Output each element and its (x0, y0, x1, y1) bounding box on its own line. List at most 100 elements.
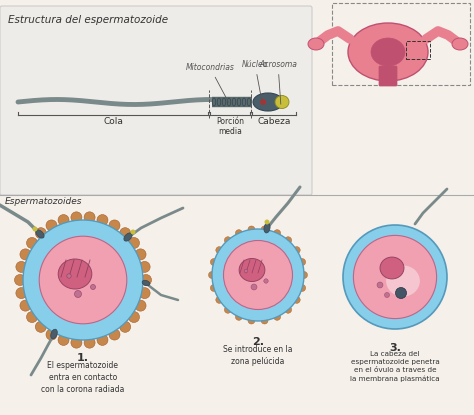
Text: Porción
media: Porción media (216, 117, 244, 137)
Ellipse shape (124, 233, 132, 241)
Text: Mitocondrias: Mitocondrias (185, 63, 235, 103)
Circle shape (67, 274, 71, 278)
Circle shape (224, 237, 231, 244)
Text: El espermatozoide
entra en contacto
con la corona radiada: El espermatozoide entra en contacto con … (41, 361, 125, 393)
Circle shape (216, 296, 223, 303)
Circle shape (36, 321, 46, 332)
Ellipse shape (142, 280, 150, 286)
Circle shape (273, 313, 281, 320)
Ellipse shape (253, 93, 283, 111)
Circle shape (119, 321, 131, 332)
Ellipse shape (58, 259, 92, 289)
Circle shape (343, 225, 447, 329)
Circle shape (244, 269, 248, 273)
Circle shape (273, 229, 281, 237)
Circle shape (20, 249, 31, 260)
Circle shape (210, 284, 218, 291)
Circle shape (284, 237, 292, 244)
Circle shape (354, 235, 437, 319)
Ellipse shape (33, 227, 37, 232)
Circle shape (58, 215, 69, 226)
Circle shape (261, 226, 268, 233)
Circle shape (248, 226, 255, 233)
Text: Se introduce en la
zona pelúcida: Se introduce en la zona pelúcida (223, 345, 293, 366)
Circle shape (140, 274, 152, 286)
Text: Espermatozoides: Espermatozoides (5, 197, 82, 206)
Ellipse shape (264, 220, 270, 225)
Circle shape (128, 237, 139, 249)
Circle shape (109, 220, 120, 231)
Ellipse shape (380, 257, 404, 279)
Ellipse shape (36, 230, 44, 238)
Circle shape (224, 241, 292, 310)
Ellipse shape (371, 38, 405, 66)
Text: 1.: 1. (77, 353, 89, 363)
Circle shape (27, 237, 37, 249)
Circle shape (216, 247, 223, 254)
Circle shape (236, 229, 242, 237)
Ellipse shape (130, 229, 136, 234)
Circle shape (74, 290, 82, 298)
Circle shape (84, 337, 95, 348)
Circle shape (293, 247, 300, 254)
Text: Núcleo: Núcleo (242, 60, 268, 104)
Circle shape (16, 261, 27, 272)
Circle shape (15, 274, 26, 286)
FancyBboxPatch shape (379, 66, 397, 86)
Circle shape (251, 284, 257, 290)
Circle shape (209, 271, 216, 278)
Circle shape (109, 329, 120, 340)
Circle shape (210, 259, 218, 266)
Circle shape (139, 288, 150, 299)
Circle shape (135, 300, 146, 311)
Text: La cabeza del
espermatozoide penetra
en el óvulo a traves de
la membrana plasmát: La cabeza del espermatozoide penetra en … (350, 351, 440, 382)
Text: 3.: 3. (389, 343, 401, 353)
Text: Cola: Cola (103, 117, 123, 126)
Ellipse shape (348, 23, 428, 81)
Circle shape (97, 215, 108, 226)
Circle shape (23, 220, 143, 340)
Text: Cabeza: Cabeza (257, 117, 291, 126)
Circle shape (395, 288, 407, 298)
Ellipse shape (452, 38, 468, 50)
Circle shape (91, 285, 95, 290)
Circle shape (260, 99, 266, 105)
Text: Estructura del espermatozoide: Estructura del espermatozoide (8, 15, 168, 25)
Circle shape (58, 334, 69, 345)
Circle shape (301, 271, 308, 278)
Circle shape (264, 279, 268, 283)
Circle shape (299, 284, 306, 291)
Circle shape (293, 296, 300, 303)
Circle shape (119, 228, 131, 239)
Circle shape (224, 306, 231, 313)
Ellipse shape (275, 95, 289, 108)
Circle shape (84, 212, 95, 223)
FancyBboxPatch shape (0, 6, 312, 195)
Ellipse shape (386, 266, 420, 297)
Circle shape (27, 312, 37, 322)
Ellipse shape (239, 259, 265, 281)
Circle shape (135, 249, 146, 260)
Text: Acrosoma: Acrosoma (259, 60, 297, 104)
Circle shape (248, 317, 255, 324)
Ellipse shape (308, 38, 324, 50)
Circle shape (46, 220, 57, 231)
Circle shape (139, 261, 150, 272)
Circle shape (261, 317, 268, 324)
Circle shape (128, 312, 139, 322)
Ellipse shape (51, 329, 57, 339)
Circle shape (16, 288, 27, 299)
Circle shape (299, 259, 306, 266)
Circle shape (20, 300, 31, 311)
Text: 2.: 2. (252, 337, 264, 347)
Circle shape (46, 329, 57, 340)
Circle shape (71, 212, 82, 223)
Circle shape (377, 282, 383, 288)
Circle shape (284, 306, 292, 313)
Circle shape (212, 229, 304, 321)
Circle shape (236, 313, 242, 320)
Ellipse shape (264, 223, 270, 233)
Circle shape (97, 334, 108, 345)
Circle shape (71, 337, 82, 348)
Circle shape (36, 228, 46, 239)
